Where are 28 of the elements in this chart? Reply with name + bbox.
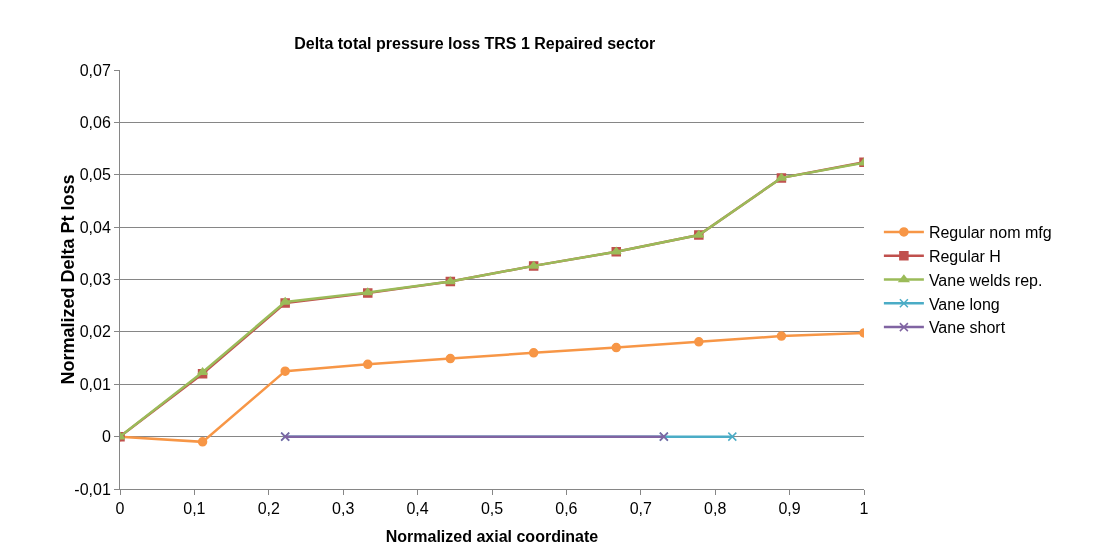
x-tick-label: 0,1 bbox=[183, 500, 206, 518]
x-tick-label: 0,8 bbox=[704, 500, 727, 518]
legend-label: Regular H bbox=[928, 247, 1001, 265]
legend-label: Vane short bbox=[928, 319, 1006, 337]
y-tick-label: 0,05 bbox=[79, 166, 111, 184]
x-tick-label: 0,6 bbox=[555, 500, 578, 518]
x-tick-label: 0,7 bbox=[629, 500, 653, 518]
x-tick-label: 1 bbox=[859, 500, 869, 518]
y-tick-label: 0 bbox=[101, 428, 111, 446]
x-tick-label: 0,5 bbox=[480, 500, 504, 518]
y-tick-label: 0,03 bbox=[79, 271, 111, 289]
y-tick-label: 0,07 bbox=[79, 61, 111, 79]
x-tick-label: 0,2 bbox=[257, 500, 281, 518]
y-tick-label: 0,01 bbox=[79, 375, 111, 393]
y-tick-label: 0,06 bbox=[79, 113, 111, 131]
chart-title: Delta total pressure loss TRS 1 Repaired sector bbox=[294, 35, 656, 53]
y-tick-label: 0,04 bbox=[79, 218, 111, 236]
x-axis-title: Normalized axial coordinate bbox=[385, 528, 599, 545]
y-tick-label: -0,01 bbox=[74, 480, 111, 498]
x-tick-label: 0,9 bbox=[778, 500, 801, 518]
legend-label: Vane welds rep. bbox=[928, 271, 1043, 289]
x-tick-label: 0 bbox=[115, 500, 125, 518]
legend-label: Vane long bbox=[928, 295, 1000, 313]
y-tick-label: 0,02 bbox=[79, 323, 111, 341]
legend-label: Regular nom mfg bbox=[928, 224, 1052, 242]
x-tick-label: 0,3 bbox=[332, 500, 355, 518]
x-tick-label: 0,4 bbox=[406, 500, 429, 518]
y-axis-title: Normalized Delta Pt loss bbox=[57, 174, 78, 385]
